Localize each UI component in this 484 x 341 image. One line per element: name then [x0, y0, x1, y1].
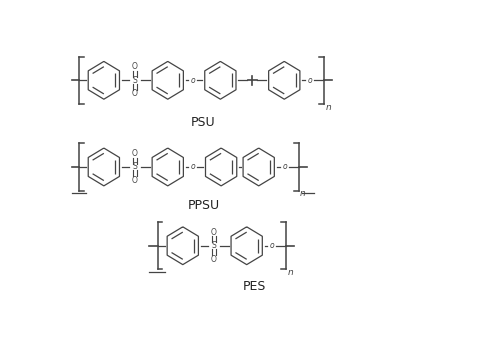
Text: PSU: PSU	[191, 116, 215, 129]
Text: o: o	[307, 76, 312, 85]
Text: O: O	[211, 255, 216, 264]
Text: o: o	[282, 162, 287, 172]
Text: O: O	[132, 176, 138, 185]
Text: S: S	[211, 241, 216, 250]
Text: O: O	[132, 89, 138, 99]
Text: S: S	[133, 76, 137, 85]
Text: O: O	[132, 149, 138, 158]
Text: O: O	[211, 227, 216, 237]
Text: o: o	[190, 76, 195, 85]
Text: n: n	[325, 103, 330, 112]
Text: PES: PES	[242, 280, 265, 293]
Text: O: O	[132, 62, 138, 71]
Text: n: n	[287, 268, 293, 277]
Text: PPSU: PPSU	[187, 198, 219, 211]
Text: o: o	[269, 241, 273, 250]
Text: o: o	[190, 162, 195, 172]
Text: n: n	[300, 189, 305, 198]
Text: S: S	[133, 162, 137, 172]
